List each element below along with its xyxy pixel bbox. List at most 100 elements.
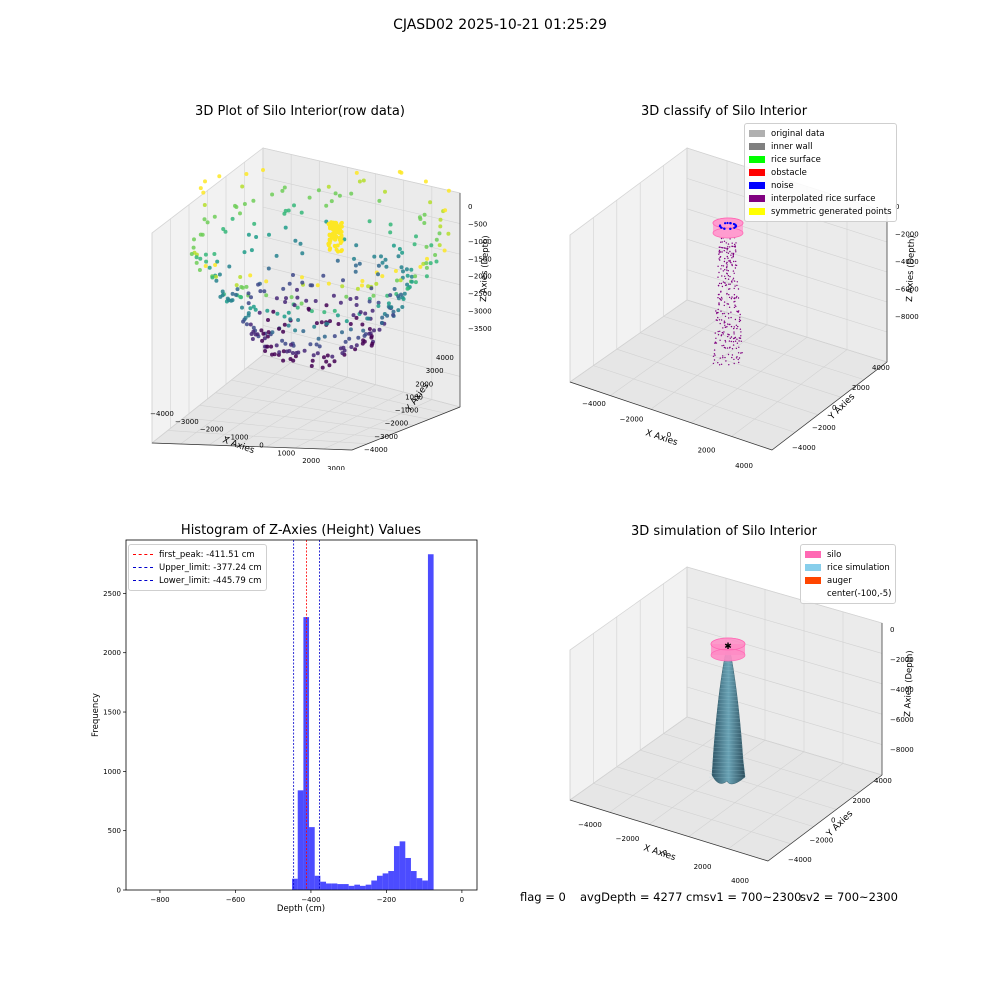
raw-scatter-point — [334, 247, 339, 252]
raw-scatter-point — [412, 242, 417, 247]
legend-label: rice surface — [771, 154, 821, 165]
raw-scatter-point — [442, 248, 447, 253]
classify-interpolated-point — [729, 337, 731, 339]
classify-interpolated-point — [739, 313, 741, 316]
raw-scatter-point — [355, 286, 360, 291]
legend-swatch — [805, 564, 821, 571]
raw-scatter-point — [214, 274, 218, 279]
classify-interpolated-point — [733, 333, 735, 335]
classify-interpolated-point — [713, 359, 716, 361]
raw-scatter-point — [274, 296, 279, 301]
raw-scatter-point — [207, 265, 212, 270]
raw-z-tick-label: −1000 — [468, 238, 492, 246]
histogram-plot: −800 −600 −400 −200 0 0 500 1000 1500 2000 2500 D… — [91, 539, 478, 914]
raw-scatter-point — [360, 283, 364, 288]
raw-scatter-point — [266, 330, 271, 335]
raw-scatter-point — [295, 287, 299, 292]
raw-scatter-point — [248, 306, 253, 311]
sim-legend-entry: auger — [805, 574, 891, 587]
raw-scatter-point — [389, 305, 394, 310]
raw-scatter-point — [248, 273, 253, 278]
classify-interpolated-point — [730, 340, 732, 343]
raw-scatter-point — [361, 328, 366, 333]
classify-interpolated-point — [717, 362, 719, 364]
hist-vlines — [293, 540, 320, 890]
classify-interpolated-point — [717, 308, 719, 311]
classify-interpolated-point — [718, 319, 721, 321]
raw-scatter-point — [319, 320, 324, 325]
raw-scatter-point — [340, 284, 345, 289]
raw-scatter-point — [203, 179, 207, 184]
legend-label: silo — [827, 549, 842, 560]
classify-interpolated-point — [731, 296, 733, 298]
classify-interpolated-point — [723, 346, 726, 349]
classify-interpolated-point — [727, 257, 729, 259]
sim-legend-entry: silo — [805, 548, 891, 561]
classify-interpolated-point — [724, 277, 727, 280]
hist-y-ticks: 0 500 1000 1500 2000 2500 — [103, 590, 126, 895]
classify-interpolated-point — [736, 311, 739, 313]
raw-scatter-point — [386, 301, 391, 306]
raw-scatter-point — [330, 354, 335, 359]
classify-interpolated-point — [722, 265, 725, 267]
raw-scatter-point — [332, 359, 337, 364]
raw-scatter-point — [328, 319, 332, 324]
classify-interpolated-point — [721, 285, 724, 288]
raw-scatter-point — [330, 234, 335, 239]
classify-interpolated-point — [717, 297, 719, 299]
classify-interpolated-point — [736, 342, 739, 344]
classify-interpolated-point — [729, 246, 731, 248]
hist-bar — [416, 878, 423, 890]
classify-interpolated-point — [714, 354, 716, 356]
legend-swatch — [749, 156, 765, 163]
classify-interpolated-point — [717, 330, 719, 333]
raw-scatter-point — [205, 220, 210, 225]
hist-x-tick-label: −800 — [150, 896, 169, 904]
raw-scatter-point — [377, 327, 382, 332]
raw-scatter-point — [215, 259, 220, 264]
raw-scatter-point — [309, 364, 314, 368]
hist-y-tick-label: 2500 — [103, 590, 121, 598]
classify-legend-entry: symmetric generated points — [749, 205, 892, 218]
raw-z-label: Z Axies (Depth) — [479, 235, 491, 302]
hist-x-label: Depth (cm) — [277, 904, 325, 914]
classify-interpolated-point — [734, 340, 737, 342]
classify-interpolated-point — [732, 279, 734, 281]
raw-scatter-point — [418, 264, 423, 269]
classify-interpolated-point — [729, 250, 731, 253]
raw-scatter-point — [203, 264, 208, 268]
classify-interpolated-point — [728, 323, 730, 326]
raw-scatter-point — [234, 283, 239, 288]
classify-interpolated-point — [737, 325, 739, 328]
raw-scatter-point — [385, 313, 390, 318]
classify-interpolated-point — [724, 339, 726, 342]
classify-interpolated-point — [725, 267, 728, 269]
raw-scatter-point — [385, 293, 390, 298]
classify-interpolated-point — [731, 257, 733, 259]
classify-interpolated-point — [727, 252, 730, 254]
raw-z-tick-label: −2000 — [468, 273, 492, 281]
legend-label: rice simulation — [827, 562, 890, 573]
raw-scatter-point — [324, 321, 329, 326]
legend-line — [133, 554, 153, 555]
classify-interpolated-point — [726, 264, 728, 266]
classify-interpolated-point — [724, 324, 726, 326]
classify-z-tick-label: −2000 — [895, 231, 919, 239]
classify-interpolated-point — [713, 349, 716, 351]
classify-interpolated-point — [730, 254, 732, 256]
raw-scatter-point — [244, 322, 249, 327]
raw-scatter-point — [401, 297, 406, 301]
classify-interpolated-point — [715, 319, 717, 321]
classify-interpolated-point — [714, 342, 717, 344]
raw-scatter-point — [366, 284, 371, 289]
classify-interpolated-point — [715, 310, 717, 312]
legend-swatch — [805, 590, 821, 597]
classify-interpolated-point — [733, 280, 736, 282]
classify-interpolated-point — [722, 327, 724, 329]
classify-y-tick-label: 4000 — [872, 364, 890, 372]
hist-bar — [422, 880, 428, 890]
classify-interpolated-point — [723, 344, 725, 347]
classify-interpolated-point — [721, 331, 724, 334]
classify-legend-entry: obstacle — [749, 166, 892, 179]
classify-interpolated-point — [719, 357, 721, 359]
